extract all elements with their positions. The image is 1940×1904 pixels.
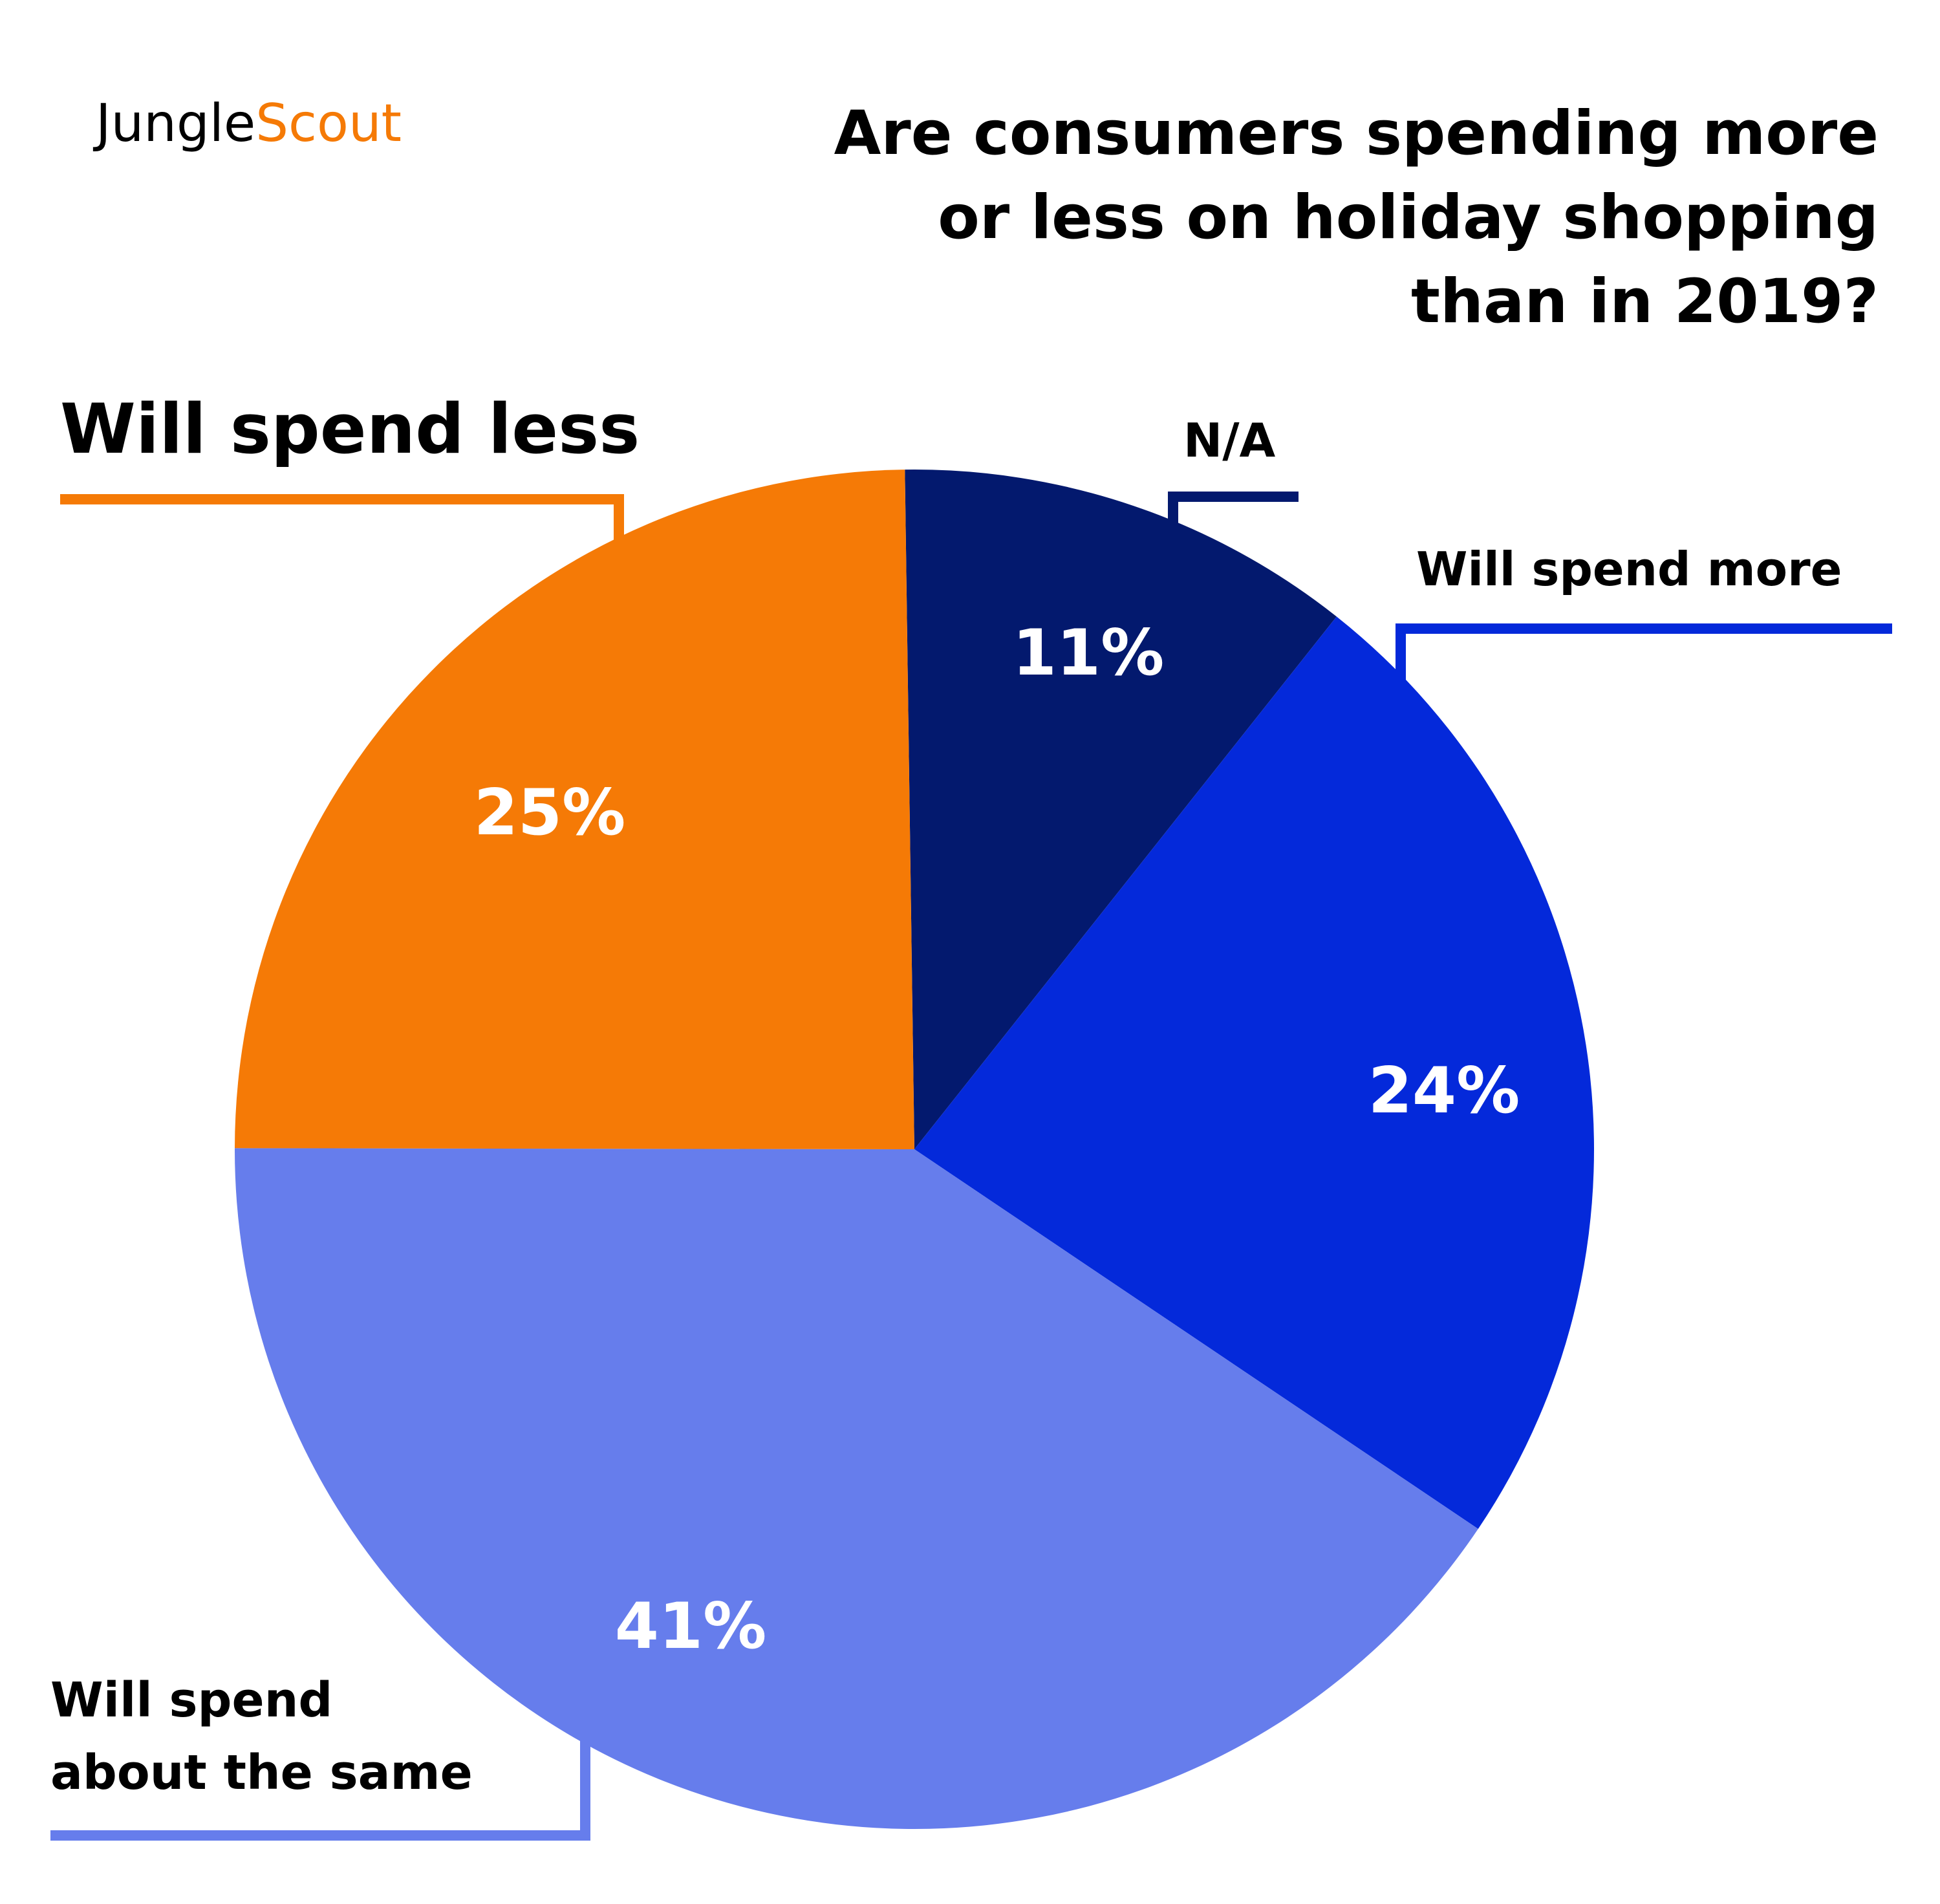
- pie-slice-less: [235, 470, 914, 1149]
- pie-slice-more: [914, 616, 1594, 1529]
- callout-more: Will spend more: [1396, 542, 1892, 687]
- slice-value-labels: 11% 24% 41% 25%: [474, 616, 1520, 1663]
- callout-less: Will spend less: [60, 389, 640, 545]
- brand-logo-part1: Jungle: [92, 93, 255, 153]
- chart-title: Are consumers spending more or less on h…: [834, 98, 1879, 337]
- callout-label-more: Will spend more: [1416, 542, 1842, 596]
- pie-slices: [234, 469, 1594, 1830]
- slice-value-label-more: 24%: [1368, 1054, 1520, 1128]
- chart-title-line-2: or less on holiday shopping: [938, 182, 1879, 253]
- callout-label-less: Will spend less: [60, 389, 640, 469]
- slice-value-label-less: 25%: [474, 776, 626, 850]
- pie-slice-na: [905, 469, 1337, 1149]
- chart-title-line-3: than in 2019?: [1411, 266, 1879, 337]
- callout-na: N/A: [1168, 413, 1299, 525]
- callout-label-same-line-1: Will spend: [50, 1672, 332, 1728]
- callout-label-na: N/A: [1183, 413, 1276, 468]
- callout-same: Will spend about the same: [50, 1672, 590, 1841]
- brand-logo: JungleScout: [92, 93, 402, 153]
- callout-label-same-line-2: about the same: [50, 1745, 473, 1801]
- callout-connector-less: [60, 494, 624, 545]
- chart-title-line-1: Are consumers spending more: [834, 98, 1879, 169]
- slice-value-label-na: 11%: [1013, 616, 1165, 690]
- callout-connector-more: [1396, 623, 1892, 687]
- callout-connector-same: [50, 1740, 590, 1841]
- brand-logo-part2: Scout: [255, 93, 402, 153]
- callout-connector-na: [1168, 492, 1299, 525]
- slice-value-label-same: 41%: [615, 1590, 767, 1663]
- pie-slice-same: [234, 1148, 1478, 1830]
